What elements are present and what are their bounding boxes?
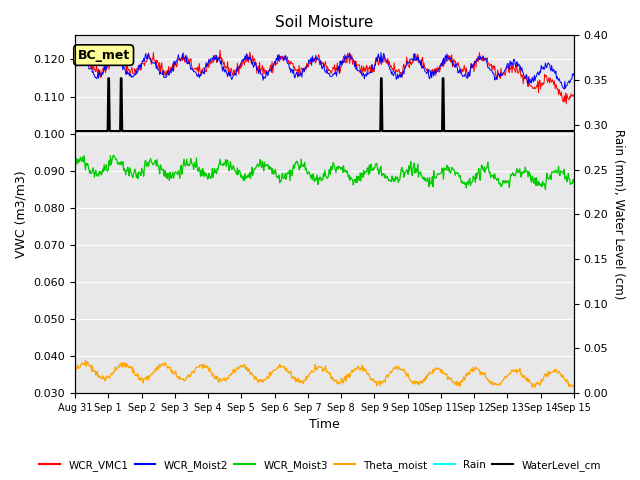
- Line: WCR_Moist2: WCR_Moist2: [75, 52, 574, 89]
- WCR_Moist3: [183, 156, 191, 162]
- WaterLevel_cm: [400, 128, 408, 134]
- WCR_VMC1: [563, 101, 570, 107]
- WCR_Moist2: [560, 86, 568, 92]
- Theta_moist: [80, 360, 88, 366]
- WCR_Moist3: [385, 177, 393, 183]
- Line: WaterLevel_cm: WaterLevel_cm: [75, 78, 574, 131]
- X-axis label: Time: Time: [309, 419, 340, 432]
- Rain: [71, 390, 79, 396]
- WaterLevel_cm: [132, 128, 140, 134]
- WCR_Moist3: [80, 153, 88, 158]
- WCR_Moist2: [570, 71, 578, 76]
- WCR_VMC1: [71, 60, 79, 66]
- WCR_VMC1: [209, 57, 216, 63]
- Theta_moist: [400, 366, 408, 372]
- WCR_Moist3: [570, 179, 578, 185]
- WCR_Moist2: [80, 60, 88, 65]
- WaterLevel_cm: [209, 128, 217, 134]
- WaterLevel_cm: [385, 128, 393, 134]
- Rain: [385, 390, 392, 396]
- Theta_moist: [71, 370, 79, 375]
- WCR_Moist3: [209, 174, 217, 180]
- Line: Theta_moist: Theta_moist: [75, 360, 574, 387]
- Rain: [209, 390, 216, 396]
- WCR_Moist3: [400, 174, 408, 180]
- Rain: [570, 390, 578, 396]
- WCR_VMC1: [570, 92, 578, 98]
- WCR_Moist2: [377, 49, 385, 55]
- WCR_Moist3: [132, 173, 140, 179]
- WCR_VMC1: [385, 59, 393, 64]
- WaterLevel_cm: [183, 128, 191, 134]
- WCR_VMC1: [182, 60, 190, 65]
- Legend: WCR_VMC1, WCR_Moist2, WCR_Moist3, Theta_moist, Rain, WaterLevel_cm: WCR_VMC1, WCR_Moist2, WCR_Moist3, Theta_…: [35, 456, 605, 475]
- WCR_VMC1: [216, 48, 224, 53]
- Theta_moist: [209, 371, 217, 376]
- Title: Soil Moisture: Soil Moisture: [275, 15, 374, 30]
- Line: WCR_VMC1: WCR_VMC1: [75, 50, 574, 104]
- WaterLevel_cm: [80, 128, 88, 134]
- WCR_Moist3: [110, 152, 118, 158]
- Theta_moist: [385, 371, 393, 377]
- WCR_Moist3: [541, 186, 549, 192]
- Y-axis label: Rain (mm), Water Level (cm): Rain (mm), Water Level (cm): [612, 129, 625, 300]
- Theta_moist: [132, 372, 140, 378]
- Y-axis label: VWC (m3/m3): VWC (m3/m3): [15, 170, 28, 258]
- Rain: [80, 390, 88, 396]
- WCR_VMC1: [400, 61, 408, 67]
- WCR_Moist3: [71, 156, 79, 162]
- WCR_Moist2: [182, 52, 190, 58]
- Text: BC_met: BC_met: [77, 48, 130, 61]
- Rain: [132, 390, 140, 396]
- WCR_Moist2: [209, 57, 216, 62]
- WaterLevel_cm: [71, 128, 79, 134]
- Theta_moist: [81, 358, 89, 363]
- WaterLevel_cm: [570, 128, 578, 134]
- WCR_Moist2: [400, 71, 408, 77]
- WCR_VMC1: [132, 67, 140, 73]
- Theta_moist: [183, 374, 191, 380]
- WCR_VMC1: [80, 61, 88, 67]
- Line: WCR_Moist3: WCR_Moist3: [75, 155, 574, 189]
- WaterLevel_cm: [104, 75, 112, 81]
- Theta_moist: [570, 383, 578, 389]
- WCR_Moist2: [132, 72, 140, 78]
- Theta_moist: [529, 384, 536, 390]
- Rain: [399, 390, 407, 396]
- Rain: [182, 390, 190, 396]
- WCR_Moist2: [71, 60, 79, 66]
- WCR_Moist2: [385, 64, 393, 70]
